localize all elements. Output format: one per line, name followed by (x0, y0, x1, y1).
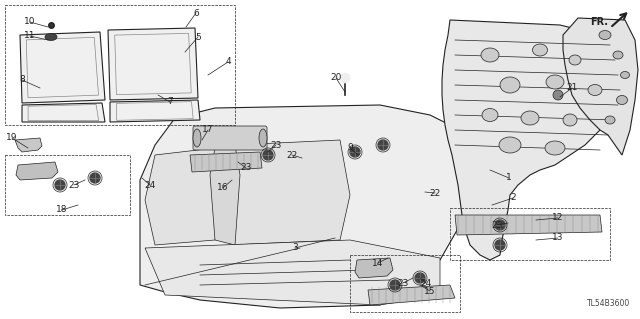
Text: 21: 21 (566, 84, 578, 93)
Polygon shape (16, 162, 58, 180)
Polygon shape (455, 215, 602, 235)
Text: FR.: FR. (590, 17, 608, 27)
Ellipse shape (563, 114, 577, 126)
FancyBboxPatch shape (193, 126, 267, 150)
Polygon shape (110, 100, 200, 122)
Text: TL54B3600: TL54B3600 (587, 299, 630, 308)
Ellipse shape (482, 108, 498, 122)
Text: 6: 6 (193, 9, 199, 18)
Ellipse shape (499, 137, 521, 153)
Text: 9: 9 (347, 144, 353, 152)
Text: 19: 19 (6, 133, 18, 143)
Text: 16: 16 (217, 183, 228, 192)
Polygon shape (20, 32, 105, 103)
Text: 24: 24 (145, 181, 156, 189)
Circle shape (495, 220, 505, 230)
Text: 23: 23 (68, 181, 80, 189)
Text: 15: 15 (424, 286, 436, 295)
Polygon shape (190, 152, 262, 172)
Ellipse shape (545, 141, 565, 155)
Text: 7: 7 (167, 98, 173, 107)
Ellipse shape (588, 85, 602, 95)
Text: 5: 5 (195, 33, 201, 41)
Text: 14: 14 (372, 258, 384, 268)
Text: 23: 23 (240, 164, 252, 173)
Text: 22: 22 (286, 151, 298, 160)
Polygon shape (145, 240, 440, 305)
Text: 23: 23 (397, 278, 409, 287)
Text: 11: 11 (24, 32, 36, 41)
Polygon shape (108, 28, 198, 100)
Polygon shape (145, 148, 225, 245)
Circle shape (340, 73, 350, 83)
Text: 1: 1 (506, 174, 512, 182)
Text: 4: 4 (225, 57, 231, 66)
Text: 24: 24 (420, 278, 431, 287)
Text: 22: 22 (429, 189, 440, 197)
Ellipse shape (616, 95, 627, 105)
Polygon shape (22, 103, 105, 122)
Ellipse shape (481, 48, 499, 62)
Circle shape (378, 140, 388, 150)
Ellipse shape (553, 90, 563, 100)
Text: 18: 18 (56, 205, 68, 214)
Text: 3: 3 (292, 243, 298, 253)
Polygon shape (15, 138, 42, 152)
Polygon shape (140, 105, 495, 308)
Ellipse shape (605, 116, 615, 124)
Circle shape (415, 273, 425, 283)
Text: 10: 10 (24, 18, 36, 26)
Ellipse shape (259, 129, 267, 147)
Ellipse shape (521, 111, 539, 125)
Ellipse shape (599, 31, 611, 40)
Ellipse shape (546, 75, 564, 89)
Ellipse shape (532, 44, 547, 56)
Circle shape (390, 280, 400, 290)
Ellipse shape (500, 77, 520, 93)
Text: 23: 23 (270, 140, 282, 150)
Polygon shape (368, 285, 455, 305)
Ellipse shape (193, 129, 201, 147)
Circle shape (495, 240, 505, 250)
Text: 2: 2 (510, 194, 516, 203)
Text: 12: 12 (552, 213, 564, 222)
Ellipse shape (569, 55, 581, 65)
Ellipse shape (613, 51, 623, 59)
Text: 8: 8 (19, 76, 25, 85)
Polygon shape (225, 140, 350, 245)
Text: 17: 17 (202, 125, 214, 135)
Polygon shape (563, 18, 638, 155)
Polygon shape (210, 145, 240, 245)
Circle shape (263, 150, 273, 160)
Ellipse shape (621, 71, 630, 78)
Polygon shape (355, 258, 393, 278)
Circle shape (350, 147, 360, 157)
Text: 13: 13 (552, 234, 564, 242)
Polygon shape (442, 20, 620, 260)
Circle shape (90, 173, 100, 183)
Circle shape (55, 180, 65, 190)
Text: 23: 23 (492, 220, 502, 229)
Ellipse shape (45, 33, 57, 41)
Text: 20: 20 (330, 73, 342, 83)
